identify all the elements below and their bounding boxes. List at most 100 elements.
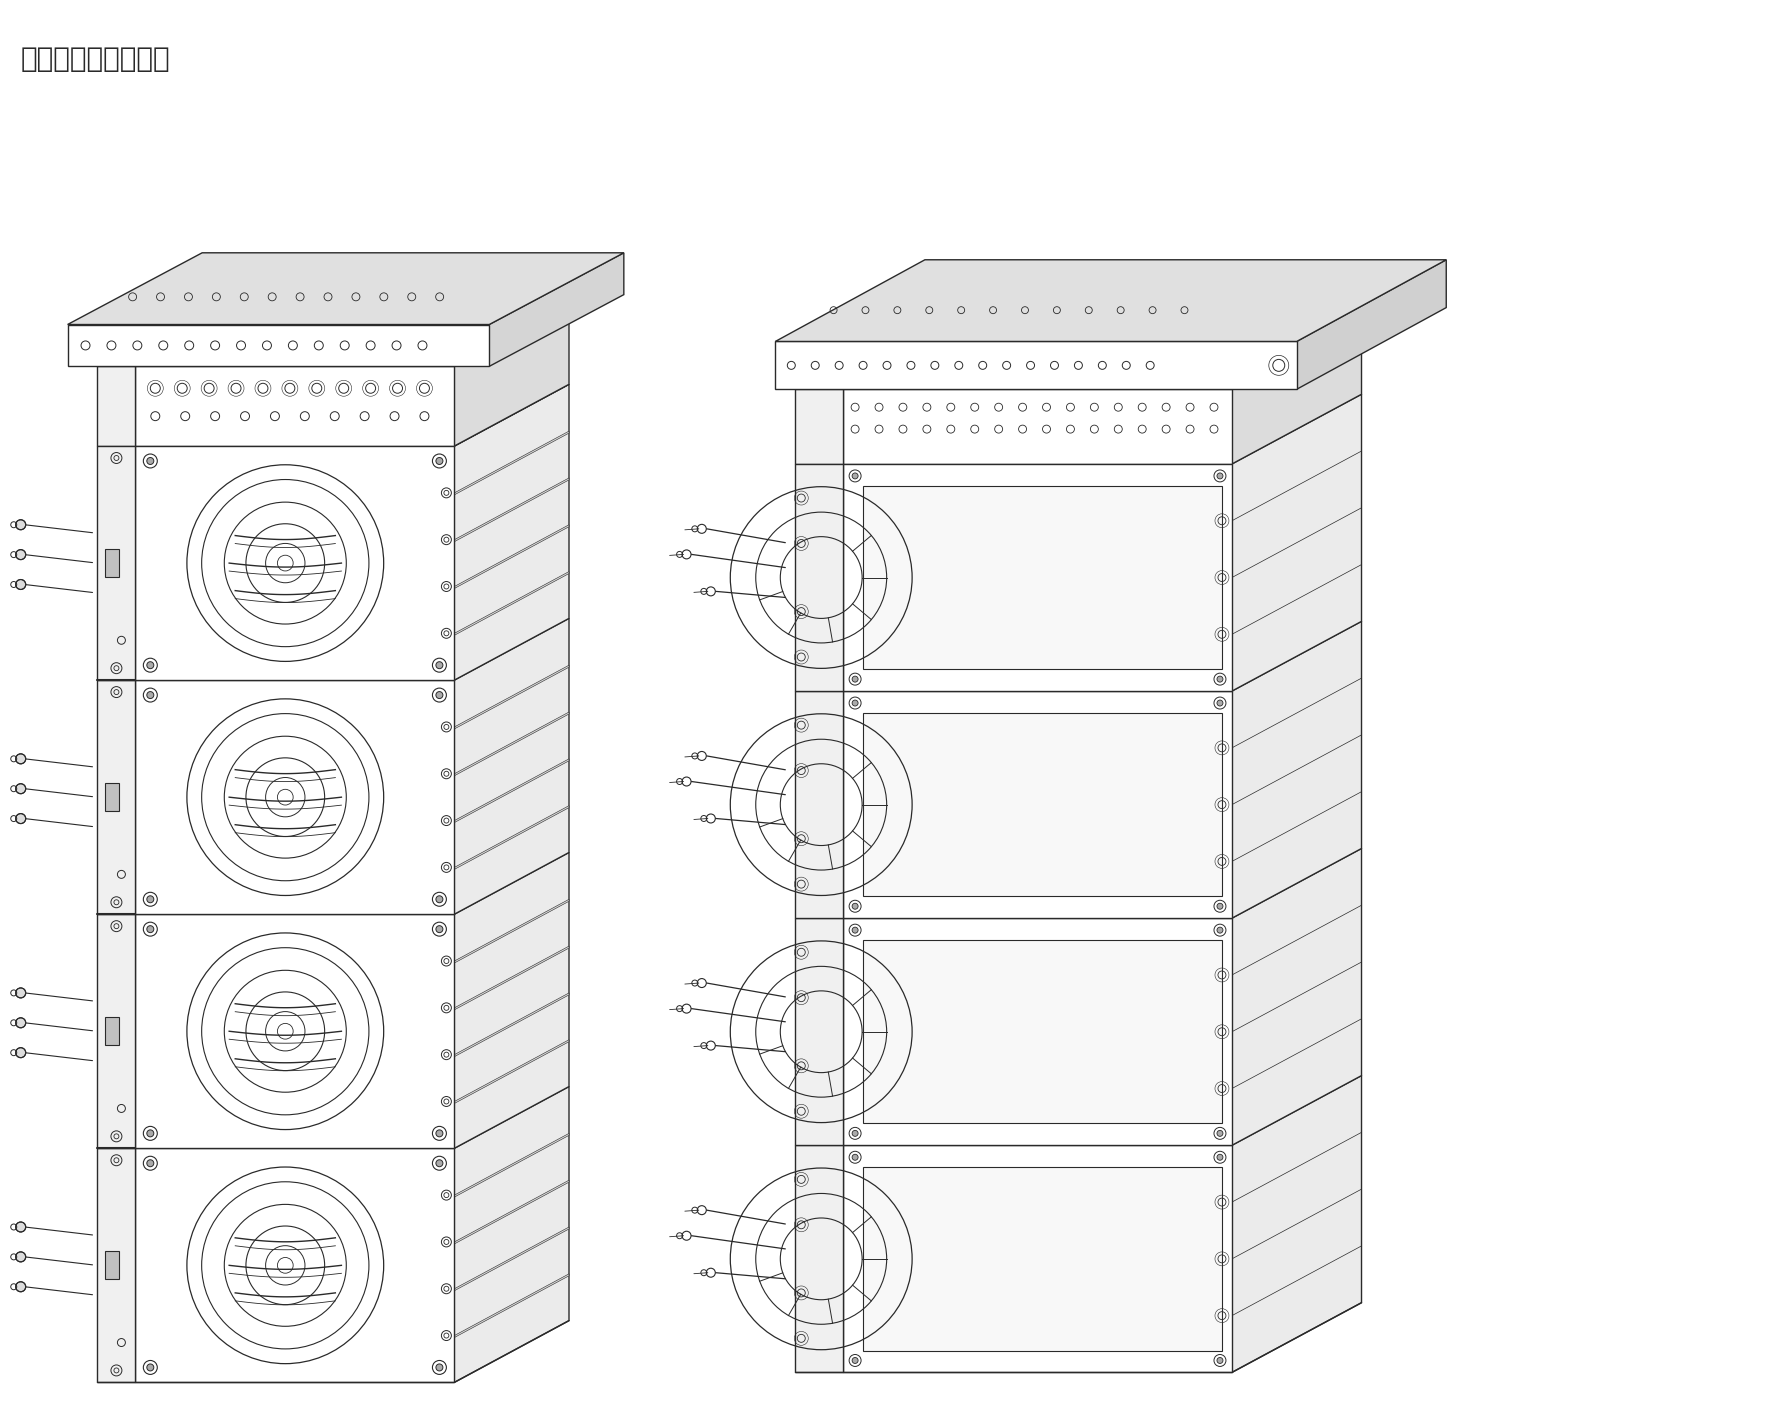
Polygon shape [455,712,569,776]
Circle shape [147,1159,155,1166]
Polygon shape [98,384,251,446]
Circle shape [16,1018,25,1028]
Circle shape [1217,676,1223,682]
Polygon shape [1231,848,1361,1145]
Bar [796,389,842,463]
Text: 连接孔位如图所示：: 连接孔位如图所示： [21,44,171,73]
Polygon shape [455,431,569,495]
Polygon shape [98,305,569,366]
Circle shape [1217,1358,1223,1363]
Polygon shape [1231,394,1361,692]
Circle shape [435,1129,442,1137]
Circle shape [147,1363,155,1370]
Circle shape [147,662,155,669]
Polygon shape [455,1134,569,1196]
Bar [796,692,842,918]
Polygon shape [455,305,569,446]
Polygon shape [455,759,569,823]
Bar [842,918,1231,1145]
Bar [864,940,1223,1124]
Circle shape [435,925,442,933]
Circle shape [16,814,25,824]
Polygon shape [455,1273,569,1338]
Bar [98,366,135,446]
Circle shape [16,754,25,764]
Circle shape [16,1222,25,1232]
Circle shape [435,1363,442,1370]
Bar [796,463,842,692]
Circle shape [853,676,858,682]
Circle shape [16,1252,25,1262]
Polygon shape [135,384,569,446]
Polygon shape [455,1226,569,1291]
Bar [98,680,135,914]
Polygon shape [455,900,569,963]
Bar [105,783,119,810]
Polygon shape [455,945,569,1010]
Circle shape [1217,1131,1223,1137]
Circle shape [853,903,858,910]
Bar [775,341,1297,389]
Polygon shape [455,572,569,636]
Polygon shape [1231,319,1361,463]
Bar [842,463,1231,692]
Bar [105,1017,119,1045]
Circle shape [853,700,858,706]
Polygon shape [455,806,569,870]
Polygon shape [1231,622,1361,918]
Bar [796,1145,842,1372]
Circle shape [1217,1154,1223,1161]
Bar [864,486,1223,669]
Circle shape [16,579,25,589]
Circle shape [1217,927,1223,933]
Polygon shape [775,260,1446,341]
Bar [864,1168,1223,1350]
Bar [842,1145,1231,1372]
Circle shape [853,1358,858,1363]
Circle shape [16,1282,25,1292]
Bar [105,1251,119,1279]
Circle shape [853,1154,858,1161]
Circle shape [16,549,25,559]
Bar [135,366,455,446]
Polygon shape [796,319,1361,389]
Circle shape [1217,700,1223,706]
Polygon shape [455,665,569,729]
Circle shape [147,1129,155,1137]
Circle shape [435,662,442,669]
Circle shape [435,896,442,903]
Circle shape [1217,473,1223,479]
Circle shape [147,692,155,699]
Polygon shape [1297,260,1446,389]
Circle shape [853,1131,858,1137]
Circle shape [16,519,25,529]
Bar [842,692,1231,918]
Polygon shape [455,1181,569,1243]
Circle shape [435,692,442,699]
Bar [68,325,489,366]
Bar [135,914,455,1148]
Bar [98,914,135,1148]
Circle shape [16,988,25,998]
Circle shape [1217,903,1223,910]
Circle shape [853,473,858,479]
Bar [105,549,119,576]
Polygon shape [489,252,624,366]
Polygon shape [455,1087,569,1382]
Bar [842,389,1231,463]
Bar [796,918,842,1145]
Polygon shape [455,1040,569,1104]
Bar [135,1148,455,1382]
Circle shape [147,925,155,933]
Polygon shape [455,525,569,589]
Circle shape [147,458,155,465]
Circle shape [16,784,25,794]
Polygon shape [455,992,569,1057]
Circle shape [16,1048,25,1058]
Circle shape [147,896,155,903]
Circle shape [853,927,858,933]
Circle shape [435,1159,442,1166]
Bar [135,680,455,914]
Bar [135,446,455,680]
Polygon shape [455,478,569,542]
